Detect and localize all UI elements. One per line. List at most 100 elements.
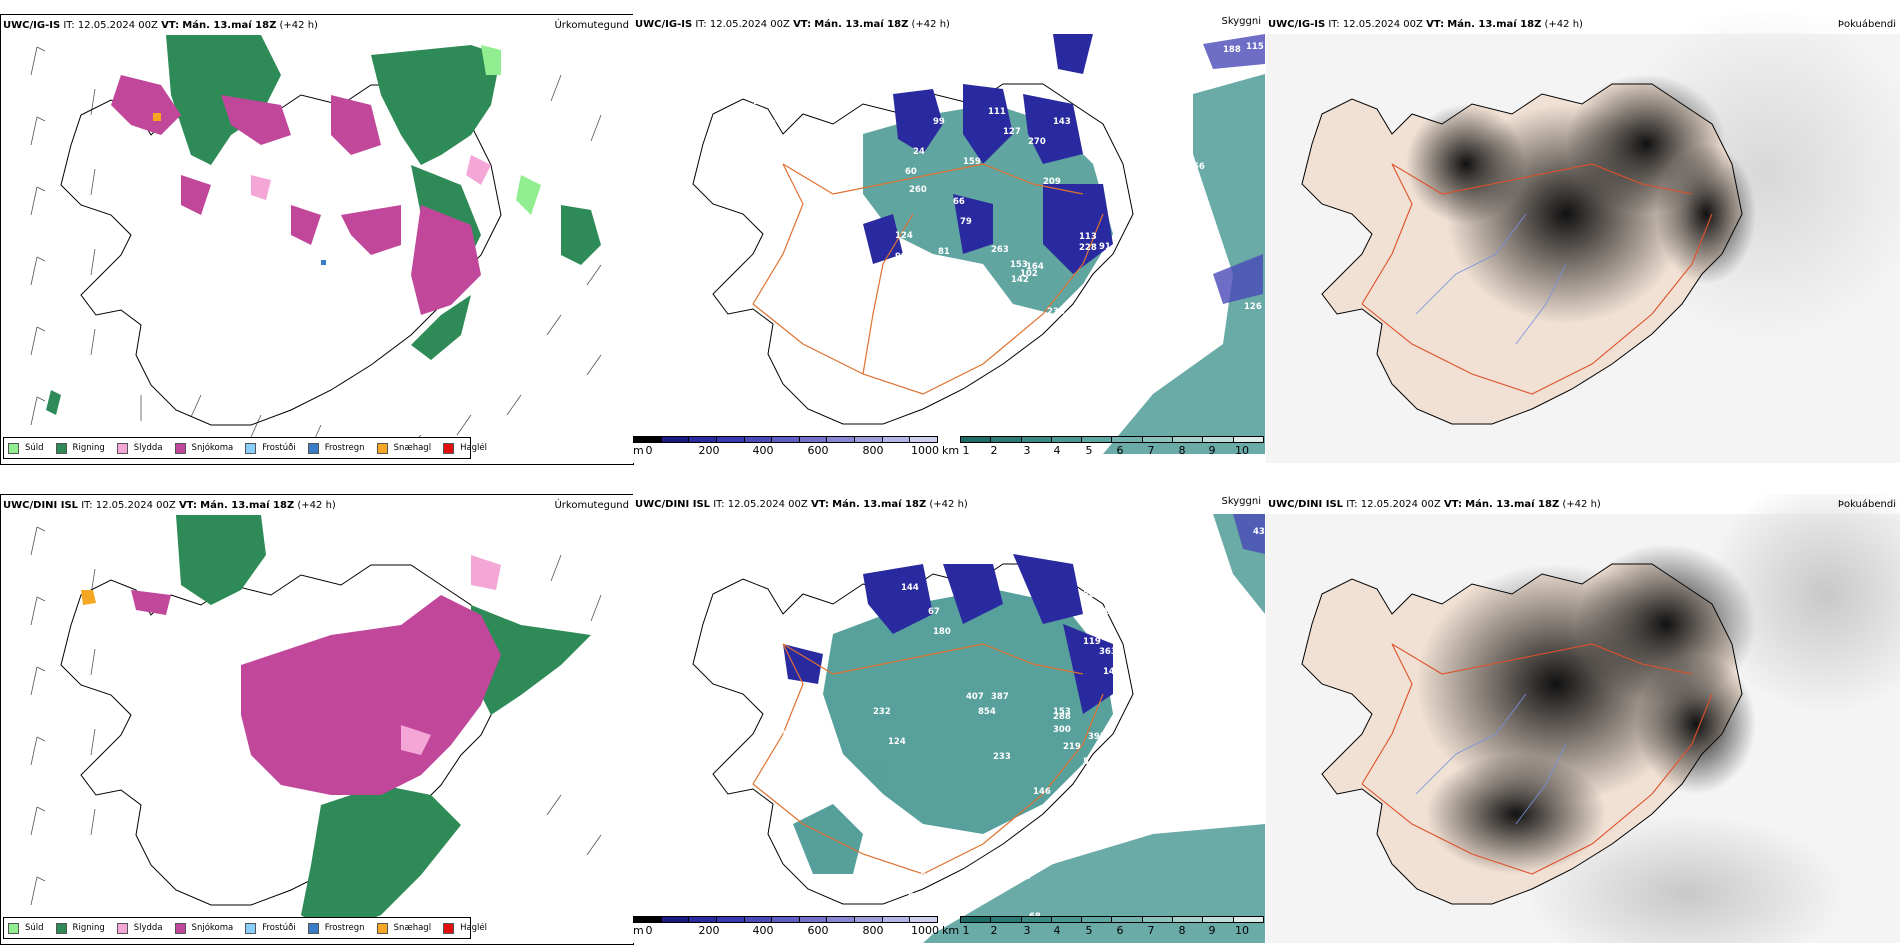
precip-map-top bbox=[30, 35, 602, 452]
header-top-precip: UWC/IG-IS IT: 12.05.2024 00Z VT: Mán. 13… bbox=[3, 20, 318, 31]
param-label-fog-top: Þokuábendi bbox=[1837, 19, 1896, 30]
issue-label: IT: bbox=[713, 499, 725, 510]
colorbar-tick: 0 bbox=[645, 444, 653, 457]
teal-sea-fog bbox=[1103, 74, 1265, 454]
lead-time: (+42 h) bbox=[911, 19, 950, 30]
legend-item: Snjókoma bbox=[174, 922, 233, 934]
colorbar-tick: 10 bbox=[1235, 444, 1249, 457]
precip-map-bottom bbox=[30, 515, 602, 935]
cloud-base-label: 56 bbox=[1193, 162, 1205, 172]
cloud-base-label: 66 bbox=[953, 197, 965, 207]
valid-label: VT: bbox=[161, 20, 180, 31]
issue-time: 12.05.2024 00Z bbox=[727, 499, 808, 510]
cloud-base-label: 24 bbox=[913, 147, 925, 157]
issue-label: IT: bbox=[1346, 499, 1358, 510]
precip-legend-bottom: Súld Rigning Slydda Snjókoma Frostúði Fr… bbox=[3, 917, 487, 939]
colorbar-tick: 3 bbox=[1023, 444, 1031, 457]
cloud-base-label: 100 bbox=[758, 119, 776, 129]
colorbar-tick: 9 bbox=[1208, 924, 1216, 937]
fog-map-bottom bbox=[1266, 494, 1900, 943]
cloud-base-label: 98 bbox=[895, 252, 907, 262]
cloud-base-label: 260 bbox=[909, 185, 927, 195]
precip-panel-bottom: UWC/DINI ISL IT: 12.05.2024 00Z VT: Mán.… bbox=[0, 494, 634, 945]
cloud-base-label: 546 bbox=[1083, 757, 1101, 767]
cloud-base-label: 60 bbox=[905, 167, 917, 177]
cloud-base-label: 116 bbox=[908, 872, 926, 882]
colorbar-tick: 8 bbox=[1178, 924, 1186, 937]
colorbar-tick: 1 bbox=[962, 444, 970, 457]
colorbar-tick: 6 bbox=[1116, 444, 1124, 457]
cloud-base-colorbar-bottom: m 0 200 400 600 800 1000 bbox=[633, 916, 939, 942]
valid-time: Mán. 13.maí 18Z bbox=[814, 19, 909, 30]
cloud-base-label: 407 bbox=[966, 692, 984, 702]
precip-panel-top: UWC/IG-IS IT: 12.05.2024 00Z VT: Mán. 13… bbox=[0, 14, 634, 465]
colorbar-tick: 5 bbox=[1085, 444, 1093, 457]
cloud-base-label: 219 bbox=[1063, 742, 1081, 752]
cloud-base-label: 113 bbox=[1079, 232, 1097, 242]
cloud-base-label: 79 bbox=[783, 145, 795, 155]
cloud-base-label: 328 bbox=[1078, 797, 1096, 807]
header-top-fog: UWC/IG-IS IT: 12.05.2024 00Z VT: Mán. 13… bbox=[1268, 19, 1583, 30]
cloud-base-label: 106 bbox=[1013, 872, 1031, 882]
cloud-base-label: 395 bbox=[1088, 732, 1106, 742]
colorbar-tick: 800 bbox=[862, 444, 884, 457]
cloud-base-label: 67 bbox=[928, 607, 940, 617]
cloud-base-label: 270 bbox=[1028, 137, 1046, 147]
colorbar-tick: 6 bbox=[1116, 924, 1124, 937]
valid-label: VT: bbox=[1443, 499, 1462, 510]
roads bbox=[752, 643, 1104, 875]
lead-time: (+42 h) bbox=[279, 20, 318, 31]
colorbar-tick: 600 bbox=[807, 444, 829, 457]
valid-label: VT: bbox=[178, 500, 197, 511]
cloud-base-label: 36 bbox=[1083, 337, 1095, 347]
cloud-base-label: 75 bbox=[899, 279, 911, 289]
colorbar-tick: 4 bbox=[1053, 924, 1061, 937]
colorbar-tick: 5 bbox=[1085, 924, 1093, 937]
legend-item: Slydda bbox=[116, 442, 163, 454]
cloud-base-label: 126 bbox=[1244, 302, 1262, 312]
colorbar-tick: 400 bbox=[752, 924, 774, 937]
colorbar-unit: km bbox=[942, 924, 960, 937]
legend-item: Frostregn bbox=[307, 442, 365, 454]
colorbar-segments bbox=[633, 436, 938, 443]
roads bbox=[1361, 643, 1713, 875]
cloud-base-colorbar-top: m 0 200 400 600 800 1000 bbox=[633, 436, 939, 462]
colorbar-tick: 800 bbox=[862, 924, 884, 937]
cloud-base-label: 188 bbox=[1223, 45, 1241, 55]
header-bottom-visibility: UWC/DINI ISL IT: 12.05.2024 00Z VT: Mán.… bbox=[635, 499, 968, 510]
header-top-visibility: UWC/IG-IS IT: 12.05.2024 00Z VT: Mán. 13… bbox=[635, 19, 950, 30]
cloud-base-label: 124 bbox=[888, 737, 906, 747]
colorbar-tick: 1000 bbox=[911, 444, 939, 457]
cloud-base-label: 82 bbox=[1158, 667, 1170, 677]
legend-item: Snjókoma bbox=[174, 442, 233, 454]
model-name: UWC/DINI ISL bbox=[3, 500, 79, 511]
fog-panel-top: UWC/IG-IS IT: 12.05.2024 00Z VT: Mán. 13… bbox=[1266, 14, 1900, 463]
cloud-base-label: 73 bbox=[1018, 72, 1030, 82]
param-label-precip-top: Úrkomutegund bbox=[554, 20, 629, 31]
lead-time: (+42 h) bbox=[297, 500, 336, 511]
legend-item: Frostúði bbox=[245, 442, 296, 454]
param-label-visibility-bottom: Skyggni bbox=[1221, 496, 1261, 507]
teal-land-fog bbox=[793, 589, 1113, 874]
cloud-base-label: 139 bbox=[773, 87, 791, 97]
model-name: UWC/IG-IS bbox=[635, 19, 693, 30]
colorbar-tick: 200 bbox=[698, 924, 720, 937]
cloud-patch bbox=[1233, 514, 1265, 554]
cloud-base-label: 233 bbox=[993, 752, 1011, 762]
low-cloud-blue bbox=[783, 554, 1113, 714]
model-name: UWC/IG-IS bbox=[3, 20, 61, 31]
cloud-base-label: 284 bbox=[1138, 677, 1156, 687]
drizzle-areas bbox=[481, 45, 541, 215]
cloud-base-label: 76 bbox=[1023, 397, 1035, 407]
colorbar-tick: 7 bbox=[1147, 924, 1155, 937]
fog-map-top bbox=[1266, 14, 1900, 463]
cloud-base-label: 61 bbox=[913, 269, 925, 279]
cloud-base-label: 153 bbox=[1053, 707, 1071, 717]
colorbar-tick: 10 bbox=[1235, 924, 1249, 937]
cloud-base-label: 124 bbox=[895, 231, 913, 241]
cloud-base-label: 119 bbox=[1083, 637, 1101, 647]
valid-time: Mán. 13.maí 18Z bbox=[182, 20, 277, 31]
cloud-base-label: 164 bbox=[1026, 262, 1044, 272]
legend-item: Frostúði bbox=[245, 922, 296, 934]
model-name: UWC/DINI ISL bbox=[1268, 499, 1344, 510]
